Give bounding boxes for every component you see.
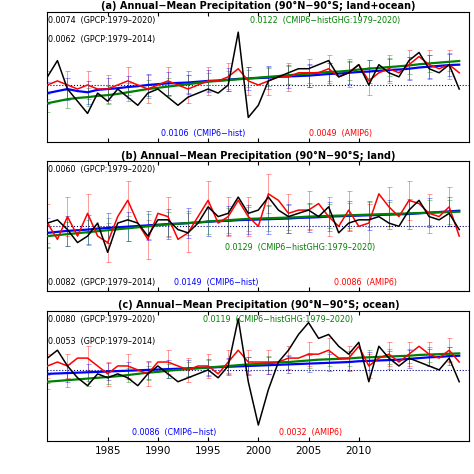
Text: 0.0080  (GPCP:1979–2020): 0.0080 (GPCP:1979–2020) [48, 315, 155, 324]
Title: (a) Annual−Mean Precipitation (90°N−90°S; land+ocean): (a) Annual−Mean Precipitation (90°N−90°S… [101, 1, 416, 11]
Text: 0.0086  (AMIP6): 0.0086 (AMIP6) [334, 278, 397, 287]
Text: 0.0062  (GPCP:1979–2014): 0.0062 (GPCP:1979–2014) [48, 35, 155, 44]
Text: 0.0119  (CMIP6−histGHG:1979–2020): 0.0119 (CMIP6−histGHG:1979–2020) [203, 315, 354, 324]
Text: 0.0106  (CMIP6−hist): 0.0106 (CMIP6−hist) [161, 129, 246, 138]
Text: 0.0053  (GPCP:1979–2014): 0.0053 (GPCP:1979–2014) [48, 337, 155, 346]
Title: (c) Annual−Mean Precipitation (90°N−90°S; ocean): (c) Annual−Mean Precipitation (90°N−90°S… [118, 300, 399, 310]
Text: 0.0149  (CMIP6−hist): 0.0149 (CMIP6−hist) [174, 278, 258, 287]
Text: 0.0032  (AMIP6): 0.0032 (AMIP6) [279, 428, 343, 437]
Text: 0.0086  (CMIP6−hist): 0.0086 (CMIP6−hist) [132, 428, 216, 437]
Text: 0.0049  (AMIP6): 0.0049 (AMIP6) [309, 129, 372, 138]
Text: 0.0060  (GPCP:1979–2020): 0.0060 (GPCP:1979–2020) [48, 165, 155, 174]
Text: 0.0122  (CMIP6−histGHG:1979–2020): 0.0122 (CMIP6−histGHG:1979–2020) [250, 16, 400, 25]
Text: 0.0082  (GPCP:1979–2014): 0.0082 (GPCP:1979–2014) [48, 278, 155, 287]
Title: (b) Annual−Mean Precipitation (90°N−90°S; land): (b) Annual−Mean Precipitation (90°N−90°S… [121, 150, 396, 161]
Text: 0.0129  (CMIP6−histGHG:1979–2020): 0.0129 (CMIP6−histGHG:1979–2020) [225, 243, 375, 252]
Text: 0.0074  (GPCP:1979–2020): 0.0074 (GPCP:1979–2020) [48, 16, 155, 25]
